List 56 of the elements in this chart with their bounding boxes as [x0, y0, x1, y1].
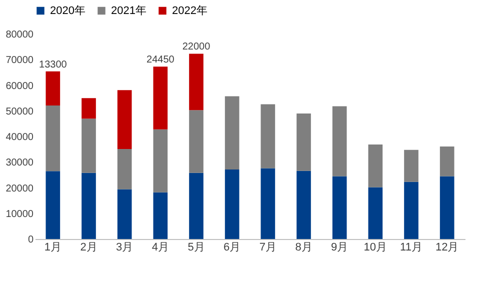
y-tick-label: 70000 — [6, 55, 34, 66]
x-tick-label: 6月 — [224, 242, 241, 254]
bar — [153, 66, 168, 130]
bar — [260, 104, 276, 168]
bar — [440, 176, 454, 239]
bar — [332, 106, 347, 176]
x-tick-label: 1月 — [44, 242, 62, 254]
x-tick-label: 8月 — [295, 242, 312, 254]
y-tick-label: 80000 — [6, 30, 34, 40]
bar — [46, 71, 60, 106]
bar — [440, 146, 454, 176]
bar — [296, 113, 311, 171]
x-tick-label: 4月 — [152, 242, 169, 254]
bar — [224, 170, 240, 239]
legend-label: 2020年 — [50, 4, 86, 17]
bar — [404, 150, 418, 182]
bar — [82, 172, 96, 239]
bar — [260, 168, 276, 239]
bar — [46, 105, 60, 172]
bar — [117, 90, 132, 150]
legend-label: 2021年 — [111, 4, 146, 17]
x-tick-label: 2月 — [80, 242, 98, 254]
bar — [368, 144, 383, 188]
x-tick-label: 10月 — [364, 242, 388, 254]
y-tick-label: 40000 — [6, 132, 34, 143]
bar — [368, 187, 383, 239]
bar — [189, 54, 204, 110]
bar — [82, 118, 96, 173]
x-tick-label: 5月 — [188, 242, 205, 254]
bar — [82, 98, 96, 119]
bar — [189, 172, 204, 239]
y-tick-label: 50000 — [6, 106, 34, 118]
bar — [46, 171, 60, 239]
bar — [332, 176, 347, 239]
data-label: 24450 — [146, 54, 175, 66]
x-tick-label: 9月 — [331, 242, 348, 254]
y-tick-label: 30000 — [6, 158, 34, 169]
bar — [153, 129, 168, 192]
bar — [404, 182, 418, 239]
bar — [296, 170, 311, 239]
bar — [153, 192, 168, 239]
y-tick-label: 60000 — [6, 80, 34, 92]
bar — [117, 149, 132, 190]
bar — [117, 189, 132, 239]
data-label: 22000 — [182, 42, 211, 53]
y-tick-label: 0 — [28, 234, 34, 246]
legend-label: 2022年 — [172, 4, 208, 17]
y-tick-label: 20000 — [6, 183, 34, 194]
x-tick-label: 3月 — [116, 242, 134, 254]
x-tick-label: 11月 — [400, 242, 422, 254]
data-label: 13300 — [39, 59, 68, 70]
bar — [224, 96, 240, 170]
bar — [189, 110, 204, 173]
y-tick-label: 10000 — [6, 208, 34, 220]
x-tick-label: 12月 — [435, 242, 459, 254]
x-tick-label: 7月 — [259, 242, 276, 254]
